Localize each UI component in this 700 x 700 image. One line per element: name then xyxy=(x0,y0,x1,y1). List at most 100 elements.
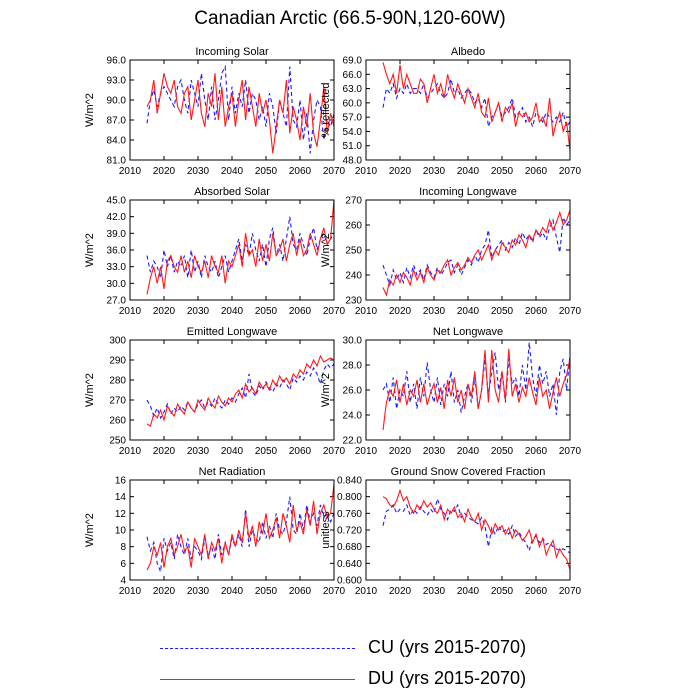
plot-frame xyxy=(129,59,335,161)
x-tick-label: 2070 xyxy=(323,306,346,317)
y-tick-label: 87.0 xyxy=(107,116,127,127)
plot-frame xyxy=(129,339,335,441)
series-line-du xyxy=(146,354,334,427)
y-tick-label: 0.680 xyxy=(337,542,362,553)
y-tick-label: 12 xyxy=(115,509,127,520)
y-tick-label: 0.720 xyxy=(337,526,362,537)
x-tick-label: 2070 xyxy=(323,166,346,177)
x-tick-label: 2050 xyxy=(255,306,278,317)
y-tick-label: 66.0 xyxy=(343,70,363,81)
plot-frame xyxy=(365,339,571,441)
x-tick-label: 2060 xyxy=(525,586,548,597)
x-tick-label: 2060 xyxy=(525,166,548,177)
x-tick-label: 2020 xyxy=(389,446,412,457)
y-tick-label: 26.0 xyxy=(343,386,363,397)
y-tick-label: 96.0 xyxy=(107,56,127,67)
y-tick-label: 6 xyxy=(120,559,126,570)
y-axis-label: W/m^2 xyxy=(320,233,332,267)
x-tick-label: 2030 xyxy=(423,586,446,597)
x-tick-label: 2040 xyxy=(457,446,480,457)
x-tick-label: 2020 xyxy=(389,166,412,177)
legend-label-du: DU (yrs 2015-2070) xyxy=(368,668,527,688)
x-tick-label: 2020 xyxy=(389,586,412,597)
y-tick-label: 240 xyxy=(345,271,362,282)
x-tick-label: 2010 xyxy=(355,586,378,597)
y-tick-label: 250 xyxy=(345,246,362,257)
series-line-cu xyxy=(382,342,570,416)
figure-title: Canadian Arctic (66.5-90N,120-60W) xyxy=(194,8,506,29)
series-line-du xyxy=(146,200,334,295)
panel-4: Emitted Longwave W/m^2 250 260 270 280 290 300 2… xyxy=(84,326,346,457)
y-tick-label: 280 xyxy=(109,376,126,387)
x-tick-label: 2050 xyxy=(255,166,278,177)
x-tick-label: 2020 xyxy=(389,306,412,317)
y-tick-label: 81.0 xyxy=(107,156,127,167)
y-tick-label: 270 xyxy=(109,396,126,407)
x-tick-label: 2030 xyxy=(423,446,446,457)
panel-3: Incoming Longwave W/m^2 230 240 250 260 270 201… xyxy=(320,186,582,317)
x-tick-label: 2070 xyxy=(559,306,582,317)
panel-5: Net Longwave W/m^2 22.0 24.0 26.0 28.0 30.0 201… xyxy=(320,326,582,457)
x-tick-label: 2040 xyxy=(221,166,244,177)
x-tick-label: 2030 xyxy=(187,306,210,317)
y-tick-label: 42.0 xyxy=(107,212,127,223)
plot-frame xyxy=(129,199,335,301)
y-axis-label: W/m^2 xyxy=(320,373,332,407)
y-tick-label: 10 xyxy=(115,526,127,537)
x-tick-label: 2010 xyxy=(119,306,142,317)
x-tick-label: 2060 xyxy=(289,446,312,457)
plot-frame xyxy=(365,479,571,581)
x-tick-label: 2060 xyxy=(289,306,312,317)
x-tick-label: 2040 xyxy=(457,586,480,597)
y-tick-label: 260 xyxy=(109,416,126,427)
x-tick-label: 2030 xyxy=(187,586,210,597)
x-tick-label: 2070 xyxy=(559,586,582,597)
panel-title: Albedo xyxy=(451,46,485,58)
y-tick-label: 54.0 xyxy=(343,127,363,138)
x-tick-label: 2010 xyxy=(119,586,142,597)
y-tick-label: 270 xyxy=(345,196,362,207)
plot-frame xyxy=(129,479,335,581)
y-tick-label: 84.0 xyxy=(107,136,127,147)
legend-entry-du: DU (yrs 2015-2070) xyxy=(160,668,580,692)
series-line-cu xyxy=(146,64,334,154)
x-tick-label: 2050 xyxy=(491,446,514,457)
x-tick-label: 2010 xyxy=(119,446,142,457)
plot-frame xyxy=(365,199,571,301)
panel-7: Ground Snow Covered Fraction unitless 0.60… xyxy=(320,466,582,597)
x-tick-label: 2010 xyxy=(355,446,378,457)
x-tick-label: 2030 xyxy=(187,166,210,177)
plot-frame xyxy=(365,59,571,161)
legend-label-cu: CU (yrs 2015-2070) xyxy=(368,637,527,657)
panel-title: Incoming Solar xyxy=(195,46,269,58)
series-line-cu xyxy=(382,215,570,288)
x-tick-label: 2050 xyxy=(255,446,278,457)
x-tick-label: 2040 xyxy=(457,306,480,317)
series-line-du xyxy=(382,62,570,151)
y-tick-label: 36.0 xyxy=(107,246,127,257)
panel-6: Net Radiation W/m^2 4 6 8 10 12 14 16 2010 2020 203… xyxy=(84,466,346,597)
x-tick-label: 2010 xyxy=(355,166,378,177)
y-tick-label: 260 xyxy=(345,221,362,232)
panel-0: Incoming Solar W/m^2 81.0 84.0 87.0 90.0 93.0 9… xyxy=(84,46,346,177)
x-tick-label: 2070 xyxy=(559,166,582,177)
x-tick-label: 2020 xyxy=(153,166,176,177)
y-axis-label: W/m^2 xyxy=(84,373,96,407)
y-axis-label: % reflected xyxy=(320,82,332,137)
y-axis-label: unitless xyxy=(320,511,332,549)
x-tick-label: 2040 xyxy=(457,166,480,177)
x-tick-label: 2030 xyxy=(187,446,210,457)
series-line-cu xyxy=(382,496,570,554)
panel-2: Absorbed Solar W/m^2 27.0 30.0 33.0 36.0 39.0 4… xyxy=(84,186,346,317)
panel-title: Absorbed Solar xyxy=(194,186,270,198)
y-tick-label: 33.0 xyxy=(107,262,127,273)
panel-1: Albedo % reflected 48.0 51.0 54.0 57.0 60.0 63.… xyxy=(320,46,582,177)
series-line-du xyxy=(382,488,570,570)
x-tick-label: 2060 xyxy=(289,586,312,597)
y-tick-label: 0.640 xyxy=(337,559,362,570)
series-line-du xyxy=(382,348,570,431)
y-tick-label: 30.0 xyxy=(343,336,363,347)
y-tick-label: 0.800 xyxy=(337,492,362,503)
x-tick-label: 2040 xyxy=(221,586,244,597)
x-tick-label: 2050 xyxy=(491,586,514,597)
